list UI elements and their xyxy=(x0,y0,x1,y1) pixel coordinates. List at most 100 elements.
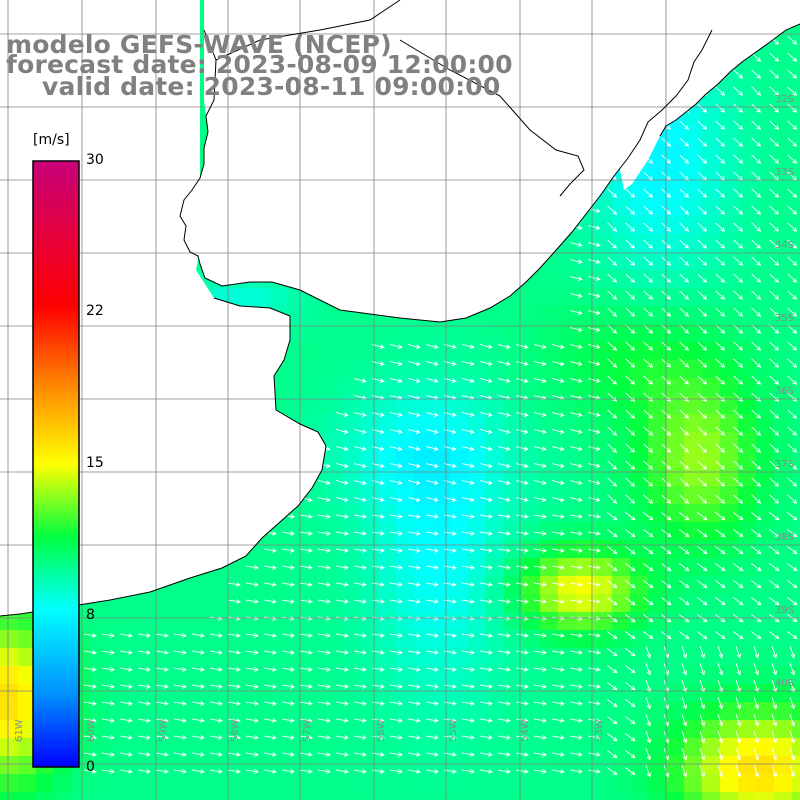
wind-arrow xyxy=(354,446,367,451)
wind-cell xyxy=(324,324,342,342)
wind-cell xyxy=(576,378,594,396)
wind-cell xyxy=(396,540,414,558)
wind-cell xyxy=(324,558,342,576)
wind-cell xyxy=(288,630,306,648)
wind-cell xyxy=(558,738,576,756)
wind-arrow xyxy=(679,426,690,436)
wind-arrow xyxy=(588,446,601,451)
wind-cell xyxy=(558,324,576,342)
wind-cell xyxy=(630,738,648,756)
wind-arrow xyxy=(732,563,744,572)
wind-cell xyxy=(702,180,720,198)
wind-cell xyxy=(414,342,432,360)
wind-cell xyxy=(756,54,774,72)
wind-cell xyxy=(612,504,630,522)
wind-cell xyxy=(594,612,612,630)
wind-cell xyxy=(342,432,360,450)
wind-cell xyxy=(576,594,594,612)
wind-cell xyxy=(594,324,612,342)
wind-arrow xyxy=(299,599,313,604)
wind-arrow xyxy=(717,697,724,710)
wind-arrow xyxy=(407,701,421,706)
wind-arrow xyxy=(227,718,241,723)
wind-cell xyxy=(630,648,648,666)
wind-arrow xyxy=(552,463,565,468)
wind-arrow xyxy=(607,205,618,215)
wind-arrow xyxy=(191,650,205,655)
wind-cell xyxy=(252,774,270,792)
wind-cell xyxy=(252,576,270,594)
wind-arrow xyxy=(534,497,547,502)
wind-cell xyxy=(666,252,684,270)
wind-cell xyxy=(18,702,36,720)
wind-arrow xyxy=(570,191,583,196)
wind-cell xyxy=(504,306,522,324)
wind-cell xyxy=(576,540,594,558)
wind-cell xyxy=(540,414,558,432)
wind-cell xyxy=(756,666,774,684)
wind-arrow xyxy=(480,344,493,349)
wind-cell xyxy=(360,756,378,774)
wind-arrow xyxy=(751,307,762,317)
wind-arrow xyxy=(389,752,403,757)
wind-cell xyxy=(558,720,576,738)
wind-cell xyxy=(324,432,342,450)
wind-cell xyxy=(396,612,414,630)
wind-cell xyxy=(738,576,756,594)
wind-cell xyxy=(396,792,414,800)
wind-cell xyxy=(666,342,684,360)
wind-arrow xyxy=(697,358,708,368)
wind-arrow xyxy=(353,667,367,672)
wind-arrow xyxy=(497,718,511,723)
wind-arrow xyxy=(84,684,97,689)
wind-cell xyxy=(684,702,702,720)
wind-cell xyxy=(684,162,702,180)
wind-arrow xyxy=(515,718,529,723)
wind-arrow xyxy=(753,731,760,744)
wind-arrow xyxy=(733,392,744,402)
wind-arrow xyxy=(84,650,97,655)
wind-cell xyxy=(342,612,360,630)
wind-cell xyxy=(486,558,504,576)
wind-arrow xyxy=(479,667,493,672)
wind-cell xyxy=(378,414,396,432)
wind-cell xyxy=(234,774,252,792)
wind-cell xyxy=(648,594,666,612)
colorbar-tick-15: 15 xyxy=(86,455,104,471)
wind-cell xyxy=(216,594,234,612)
wind-cell xyxy=(162,738,180,756)
wind-cell xyxy=(126,630,144,648)
wind-cell xyxy=(684,792,702,800)
wind-cell xyxy=(792,252,800,270)
wind-arrow xyxy=(717,714,724,727)
wind-arrow xyxy=(299,514,313,519)
wind-cell xyxy=(306,522,324,540)
wind-arrow xyxy=(408,429,421,434)
wind-cell xyxy=(72,774,90,792)
wind-cell xyxy=(720,144,738,162)
wind-arrow xyxy=(697,239,708,249)
wind-cell xyxy=(90,792,108,800)
wind-cell xyxy=(540,270,558,288)
wind-arrow xyxy=(678,580,690,589)
wind-arrow xyxy=(569,548,583,553)
wind-arrow xyxy=(643,375,654,385)
wind-cell xyxy=(630,576,648,594)
wind-cell xyxy=(468,522,486,540)
colorbar-tick-8: 8 xyxy=(86,607,95,623)
wind-cell xyxy=(648,360,666,378)
wind-arrow xyxy=(281,735,295,740)
wind-cell xyxy=(630,252,648,270)
wind-cell xyxy=(558,774,576,792)
wind-cell xyxy=(720,612,738,630)
wind-arrow xyxy=(209,735,223,740)
wind-cell xyxy=(378,432,396,450)
wind-arrow xyxy=(497,582,511,587)
wind-arrow xyxy=(498,463,511,468)
wind-cell xyxy=(702,162,720,180)
wind-cell xyxy=(216,684,234,702)
wind-arrow xyxy=(715,409,726,419)
wind-cell xyxy=(540,324,558,342)
wind-cell xyxy=(702,774,720,792)
wind-cell xyxy=(18,720,36,738)
